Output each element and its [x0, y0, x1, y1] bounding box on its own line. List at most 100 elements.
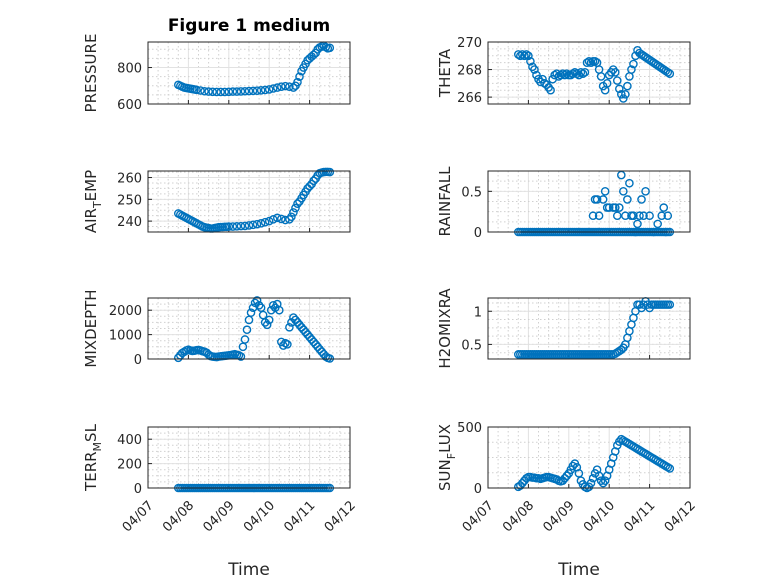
- y-axis-label: AIRTEMP: [82, 170, 104, 233]
- data-point: [289, 83, 298, 92]
- data-point: [578, 69, 588, 78]
- data-point: [600, 476, 610, 485]
- data-point: [629, 59, 638, 69]
- y-tick-label: 500: [457, 421, 482, 436]
- data-point: [291, 203, 300, 213]
- data-point: [588, 211, 598, 221]
- data-point: [240, 86, 250, 96]
- data-point: [623, 195, 632, 204]
- data-point: [256, 218, 266, 228]
- data-point: [293, 199, 302, 208]
- y-tick-label: 1: [474, 305, 482, 320]
- y-tick-label: 268: [457, 64, 482, 79]
- data-point: [240, 221, 250, 231]
- data-point: [592, 195, 602, 204]
- y-tick-label: 240: [117, 215, 142, 230]
- data-point: [572, 69, 582, 78]
- data-point: [220, 87, 230, 97]
- data-point: [244, 221, 254, 230]
- data-point: [629, 211, 638, 221]
- y-axis-label: THETA: [436, 48, 454, 98]
- x-tick-label: 04/10: [581, 498, 618, 535]
- y-axis-label: SUNFLUX: [436, 424, 458, 491]
- x-tick-label: 04/12: [662, 498, 699, 535]
- data-point: [663, 211, 673, 221]
- data-point: [584, 56, 594, 66]
- panel-pressure: 600 800 PRESSURE Figure 1 medium: [82, 16, 351, 113]
- x-tick-label: 04/09: [201, 498, 238, 535]
- data-point: [617, 345, 626, 355]
- data-point: [594, 471, 604, 481]
- data-point: [659, 203, 669, 212]
- y-tick-label: 0: [474, 482, 482, 497]
- data-point: [212, 87, 221, 97]
- data-point: [615, 437, 624, 446]
- data-point: [516, 51, 525, 61]
- data-point: [192, 85, 201, 95]
- data-point: [252, 296, 262, 305]
- axes-box: [487, 297, 691, 360]
- data-point: [663, 68, 673, 77]
- y-tick-label: 600: [117, 98, 142, 113]
- data-point: [236, 87, 246, 96]
- y-tick-label: 266: [457, 91, 482, 106]
- data-point: [309, 176, 318, 186]
- data-point: [514, 50, 523, 59]
- data-point: [325, 43, 335, 53]
- data-point: [224, 222, 234, 231]
- data-point: [260, 85, 270, 95]
- data-point: [538, 74, 547, 84]
- data-point: [621, 211, 630, 221]
- data-point: [236, 221, 246, 231]
- y-tick-label: 250: [117, 193, 142, 208]
- axes-box: [147, 426, 351, 489]
- data-point: [268, 84, 278, 93]
- axes-box: [147, 41, 351, 105]
- data-point: [272, 83, 282, 92]
- x-tick-label: 04/08: [160, 498, 197, 535]
- data-point: [586, 478, 596, 488]
- data-point: [610, 203, 620, 212]
- data-point: [268, 301, 278, 310]
- data-point: [309, 50, 318, 60]
- data-point: [244, 86, 254, 96]
- data-point: [264, 85, 274, 94]
- panel-h2omixra: 0.5 1 H2OMIXRA: [436, 288, 691, 369]
- x-tick-label: 04/07: [460, 498, 497, 535]
- data-point: [524, 51, 533, 61]
- data-point: [604, 203, 614, 212]
- data-point: [639, 211, 648, 221]
- y-axis-label: TERRMSL: [82, 423, 104, 492]
- data-point: [289, 208, 298, 217]
- data-point: [550, 70, 559, 80]
- data-point: [546, 85, 555, 95]
- data-point: [568, 461, 578, 471]
- data-point: [526, 56, 535, 66]
- panel-rainfall: 0 0.5 RAINFALL: [436, 166, 691, 241]
- data-point: [196, 86, 205, 95]
- data-point: [580, 68, 590, 77]
- y-tick-label: 200: [117, 458, 142, 473]
- data-point: [612, 211, 622, 221]
- y-tick-label: 0.5: [461, 338, 482, 353]
- y-tick-label: 0.5: [461, 185, 482, 200]
- data-point: [518, 50, 527, 59]
- data-point: [272, 213, 282, 223]
- axes-box: [487, 426, 691, 489]
- data-point: [612, 76, 622, 85]
- data-point: [625, 178, 634, 188]
- x-tick-label: 04/09: [541, 498, 578, 535]
- data-point: [295, 72, 304, 81]
- y-tick-label: 400: [117, 433, 142, 448]
- data-point: [582, 58, 592, 67]
- data-point: [242, 325, 252, 335]
- data-point: [277, 214, 286, 224]
- data-point: [256, 86, 266, 95]
- y-tick-label: 1000: [109, 329, 142, 344]
- data-point: [274, 305, 284, 315]
- panel-terr-msl: 0 200 400 TERRMSL 04/07 04/08 04/09 04/10 04/11 0…: [82, 423, 359, 535]
- axes-box: [487, 170, 691, 233]
